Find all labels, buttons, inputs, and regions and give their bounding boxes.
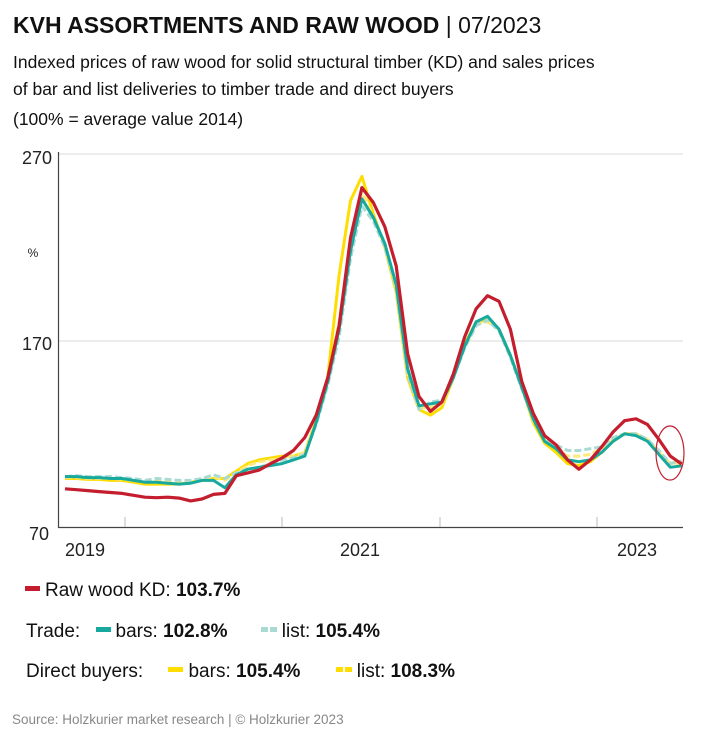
x-tick-label-2021: 2021 bbox=[340, 540, 380, 560]
legend-raw-label: Raw wood KD: bbox=[45, 580, 176, 601]
x-tick-label-2019: 2019 bbox=[65, 540, 105, 560]
source-note: Source: Holzkurier market research | © H… bbox=[12, 712, 344, 727]
legend-trade-label: Trade: bbox=[26, 621, 81, 642]
line-chart: 270 170 70 % 2019 2021 2023 bbox=[22, 148, 685, 560]
legend-swatch-trade-list bbox=[260, 627, 277, 633]
series-line-trade-list bbox=[64, 204, 683, 482]
series-line-raw-wood bbox=[64, 186, 683, 503]
legend-direct-label: Direct buyers: bbox=[26, 661, 144, 682]
legend-trade-bars-value: 102.8% bbox=[163, 621, 228, 642]
legend-swatch-trade-bars bbox=[95, 627, 111, 633]
subtitle-line-1: Indexed prices of raw wood for solid str… bbox=[13, 52, 595, 72]
series-line-direct-list bbox=[65, 189, 682, 484]
legend-raw-wood: Raw wood KD: 103.7% bbox=[25, 580, 240, 602]
legend-swatch-direct-list bbox=[335, 667, 352, 673]
legend-trade-bars-label: bars: bbox=[115, 621, 164, 642]
highlight-circle bbox=[655, 425, 685, 481]
legend-swatch-direct-bars bbox=[168, 667, 184, 673]
y-axis-unit: % bbox=[28, 246, 39, 260]
legend-trade: Trade: bars: 102.8% list: 105.4% bbox=[26, 621, 380, 643]
chart-title: KVH ASSORTMENTS AND RAW WOOD | 07/2023 bbox=[13, 12, 541, 39]
subtitle-line-2: of bar and list deliveries to timber tra… bbox=[13, 79, 454, 99]
title-text: KVH ASSORTMENTS AND RAW WOOD bbox=[13, 12, 440, 38]
x-tick-label-2023: 2023 bbox=[617, 540, 657, 560]
legend-direct-buyers: Direct buyers: bars: 105.4% list: 108.3% bbox=[26, 661, 455, 683]
legend-direct-bars-value: 105.4% bbox=[236, 661, 301, 682]
series-line-trade-bars bbox=[65, 197, 682, 490]
legend-swatch-raw bbox=[25, 586, 40, 592]
legend-trade-list-value: 105.4% bbox=[315, 621, 380, 642]
y-tick-label-170: 170 bbox=[22, 334, 52, 354]
y-tick-label-270: 270 bbox=[22, 148, 52, 168]
legend-trade-list-label: list: bbox=[281, 621, 316, 642]
legend-direct-list-label: list: bbox=[356, 661, 391, 682]
legend-direct-bars-label: bars: bbox=[188, 661, 237, 682]
y-tick-label-70: 70 bbox=[29, 524, 49, 544]
title-date: | 07/2023 bbox=[439, 12, 542, 38]
subtitle-line-3: (100% = average value 2014) bbox=[13, 109, 244, 129]
legend-direct-list-value: 108.3% bbox=[390, 661, 455, 682]
legend-raw-value: 103.7% bbox=[175, 580, 241, 601]
